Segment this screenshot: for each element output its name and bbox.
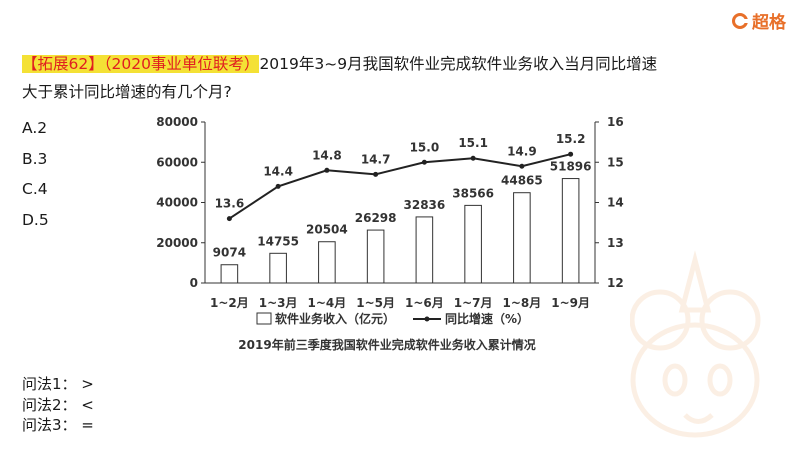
y-left-tick-label: 60000 <box>156 155 198 169</box>
unicorn-mascot-watermark <box>629 250 761 438</box>
growth-value-label: 15.0 <box>410 140 440 154</box>
y-left-tick-label: 0 <box>190 276 198 290</box>
bar-value-label: 14755 <box>257 234 299 248</box>
y-left-tick-label: 40000 <box>156 196 198 210</box>
y-right-tick-label: 12 <box>607 276 624 290</box>
growth-point <box>568 151 574 157</box>
bar-value-label: 32836 <box>404 198 446 212</box>
bar <box>366 229 385 284</box>
question-stem: 【拓展62】（2020事业单位联考）2019年3~9月我国软件业完成软件业务收入… <box>22 50 762 106</box>
bar-value-label: 20504 <box>306 223 348 237</box>
growth-value-label: 15.1 <box>458 136 488 150</box>
growth-value-label: 14.8 <box>312 148 342 162</box>
y-left-tick-label: 80000 <box>156 115 198 129</box>
option-a: A.2 <box>22 119 48 137</box>
bar <box>220 264 239 284</box>
x-tick-label: 1~4月 <box>307 296 346 310</box>
question-methods: 问法1： > 问法2： < 问法3： = <box>22 374 94 436</box>
y-right-tick-label: 13 <box>607 236 624 250</box>
bar-value-label: 51896 <box>550 160 592 174</box>
x-tick-label: 1~6月 <box>405 296 444 310</box>
growth-line <box>228 153 571 220</box>
option-b: B.3 <box>22 149 48 168</box>
growth-point <box>275 183 281 189</box>
option-c: C.4 <box>22 180 48 198</box>
bar-value-label: 44865 <box>501 174 543 188</box>
growth-point <box>373 171 379 177</box>
option-d: D.5 <box>22 210 49 229</box>
question-text-line2: 大于累计同比增速的有几个月? <box>22 83 232 101</box>
question-text-line1: 2019年3~9月我国软件业完成软件业务收入当月同比增速 <box>259 55 658 73</box>
legend-line-label: 同比增速（%） <box>445 311 529 326</box>
y-left-tick-label: 20000 <box>156 236 198 250</box>
question-tag-highlight: 【拓展62】（2020事业单位联考） <box>22 55 260 73</box>
growth-point <box>324 167 330 173</box>
legend-bar-swatch <box>256 312 272 325</box>
growth-point <box>470 155 476 161</box>
bar <box>513 192 531 284</box>
y-right-tick-label: 15 <box>607 155 624 169</box>
method-3: 问法3： = <box>22 416 94 434</box>
growth-value-label: 15.2 <box>556 132 586 146</box>
bar <box>464 204 482 284</box>
growth-point <box>519 163 525 169</box>
x-tick-label: 1~7月 <box>454 296 493 310</box>
legend-bar-label: 软件业务收入（亿元） <box>275 311 395 326</box>
bar <box>269 252 287 284</box>
bar-line-chart: 0 20000 40000 60000 80000 12 13 14 15 16 9074 14755… <box>156 115 624 352</box>
x-tick-label: 1~9月 <box>551 296 590 310</box>
logo-g-icon <box>732 12 748 29</box>
method-1: 问法1： > <box>22 375 94 393</box>
question-source: （2020事业单位联考） <box>103 55 260 73</box>
answer-options: A.2 B.3 C.4 D.5 <box>22 113 49 235</box>
growth-value-label: 13.6 <box>215 197 245 211</box>
bar <box>318 241 336 284</box>
growth-value-label: 14.9 <box>507 144 537 158</box>
growth-point <box>421 159 427 165</box>
bar <box>561 178 580 284</box>
growth-value-label: 14.4 <box>263 164 293 178</box>
y-right-tick-label: 14 <box>607 196 624 210</box>
x-tick-label: 1~5月 <box>356 296 395 310</box>
y-right-tick-label: 16 <box>607 115 624 129</box>
bar-value-label: 38566 <box>452 186 494 200</box>
brand-logo: 超格 <box>732 8 786 33</box>
legend-line-marker <box>424 316 430 322</box>
bar-value-label: 9074 <box>213 246 246 260</box>
question-tag: 【拓展62】 <box>22 55 104 73</box>
growth-value-label: 14.7 <box>361 152 391 166</box>
x-tick-label: 1~3月 <box>259 296 298 310</box>
x-tick-label: 1~8月 <box>502 296 541 310</box>
chart-figure: 0 20000 40000 60000 80000 12 13 14 15 16 9074 14755… <box>145 108 630 356</box>
bar <box>415 216 434 284</box>
x-tick-label: 1~2月 <box>210 296 249 310</box>
brand-name: 超格 <box>752 13 786 33</box>
method-2: 问法2： < <box>22 395 94 414</box>
chart-title: 2019年前三季度我国软件业完成软件业务收入累计情况 <box>238 337 535 352</box>
growth-point <box>226 216 232 222</box>
bar-value-label: 26298 <box>355 211 397 225</box>
